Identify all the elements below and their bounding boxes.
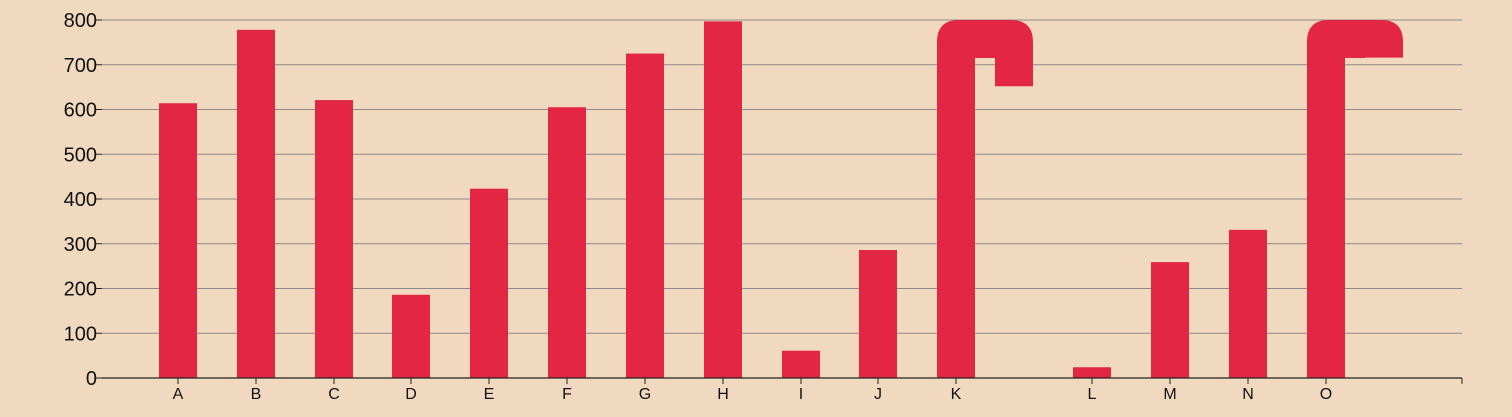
bars [159,20,1403,379]
y-tick-label: 600 [64,100,97,122]
y-tick-label: 200 [64,279,97,301]
y-tick-label: 300 [64,234,97,256]
x-tick-label: E [484,386,495,403]
bar-H [704,21,742,379]
bar-G [626,53,664,378]
bar-K [937,20,1033,378]
bar-M [1151,262,1189,378]
bar-F [548,107,586,378]
y-tick-label: 100 [64,323,97,345]
bar-D [392,294,430,378]
bar-L [1073,367,1111,378]
x-tick-label: M [1163,386,1176,403]
x-tick-label: G [639,386,651,403]
x-tick-label: B [251,386,262,403]
x-tick-label: A [173,386,184,403]
bar-A [159,103,197,379]
x-tick-label: H [717,386,729,403]
bar-O [1307,20,1403,378]
y-tick-label: 500 [64,144,97,166]
bar-E [470,188,508,378]
x-tick-label: F [562,386,572,403]
y-tick-label: 700 [64,55,97,77]
x-tick-label: I [799,386,803,403]
y-axis-tick-labels: 0 100 200 300 400 500 600 700 800 [64,10,102,390]
x-axis-category-labels: A B C D E F G H I J K L M N O [173,378,1463,403]
bar-C [315,100,353,378]
x-tick-label: C [328,386,340,403]
x-tick-label: D [405,386,417,403]
bar-J [859,250,897,378]
x-tick-label: L [1088,386,1097,403]
bar-I [782,350,820,378]
bar-B [237,29,275,378]
y-tick-label: 400 [64,189,97,211]
x-tick-label: J [874,386,882,403]
y-tick-label: 0 [86,368,97,390]
x-tick-label: N [1242,386,1254,403]
y-tick-label: 800 [64,10,97,32]
x-tick-label: O [1320,386,1332,403]
x-tick-label: K [951,386,962,403]
bar-N [1229,229,1267,378]
